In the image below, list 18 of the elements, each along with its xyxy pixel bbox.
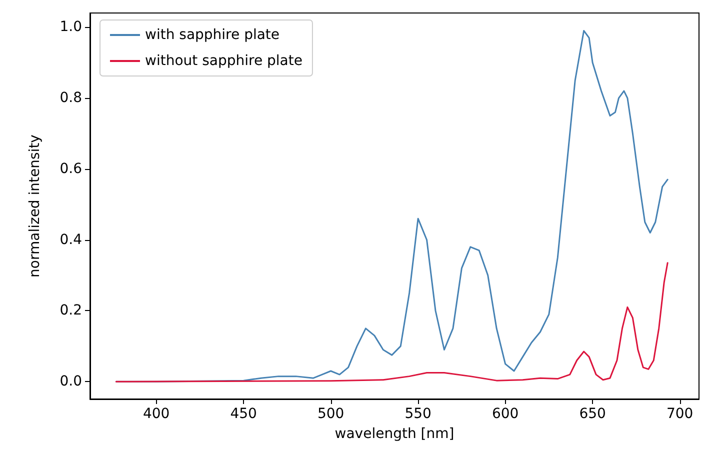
legend-label: with sapphire plate bbox=[145, 27, 280, 43]
x-tick-label: 400 bbox=[142, 406, 170, 422]
x-tick-label: 550 bbox=[404, 406, 432, 422]
y-tick-label: 0.2 bbox=[60, 302, 82, 319]
y-tick-label: 1.0 bbox=[60, 19, 82, 36]
y-tick-label: 0.8 bbox=[60, 90, 82, 106]
legend-label: without sapphire plate bbox=[145, 53, 302, 69]
x-tick-label: 650 bbox=[579, 406, 606, 422]
y-tick-label: 0.0 bbox=[60, 374, 82, 390]
x-tick-label: 500 bbox=[317, 406, 344, 422]
y-axis-title: normalized intensity bbox=[27, 134, 43, 278]
line-series bbox=[115, 262, 668, 382]
x-tick-label: 700 bbox=[666, 406, 694, 422]
x-tick-label: 600 bbox=[492, 406, 519, 422]
y-tick-label: 0.4 bbox=[60, 232, 82, 248]
y-tick-label: 0.6 bbox=[60, 160, 82, 177]
x-tick-label: 450 bbox=[230, 406, 257, 422]
x-axis-title: wavelength [nm] bbox=[334, 426, 454, 442]
